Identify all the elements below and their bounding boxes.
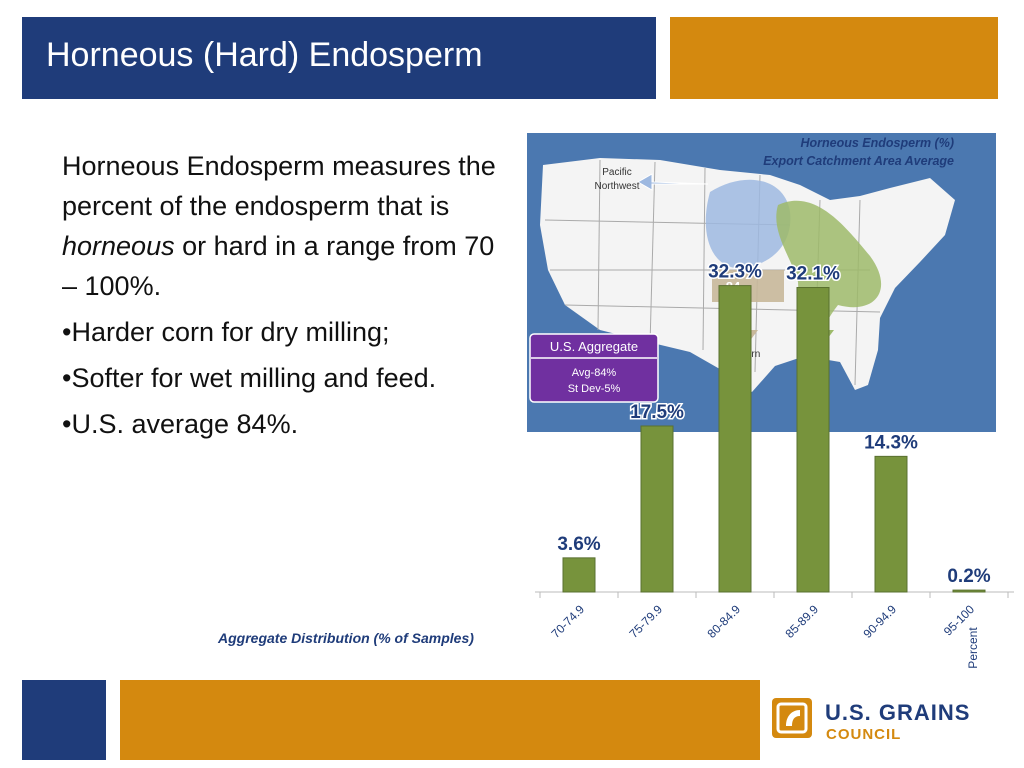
intro-italic: horneous xyxy=(62,231,175,261)
bar-95-100 xyxy=(952,589,986,593)
grains-council-logo-icon xyxy=(772,698,812,738)
bar-80-84.9 xyxy=(718,285,752,593)
slide-title: Horneous (Hard) Endosperm xyxy=(46,36,483,74)
intro-text-2: or hard in a range from 70 – 100%. xyxy=(62,231,495,301)
intro-text-1: Horneous Endosperm measures the percent … xyxy=(62,151,496,221)
aggregate-stdev: St Dev-5% xyxy=(568,383,621,395)
logo-mark-icon xyxy=(776,702,808,734)
bar-75-79.9 xyxy=(640,425,674,593)
map-title-line1: Horneous Endosperm (%) xyxy=(801,136,955,150)
x-axis-title: Percent xyxy=(966,627,980,669)
bullet-item: •Harder corn for dry milling; xyxy=(62,317,390,347)
footer-orange-block xyxy=(120,680,760,760)
title-accent-bar xyxy=(670,17,998,99)
x-tick-label-75-79.9: 75-79.9 xyxy=(626,602,665,641)
data-label-80-84.9: 32.3% xyxy=(708,262,762,283)
logo-name: U.S. GRAINS xyxy=(825,700,971,725)
distribution-caption: Aggregate Distribution (% of Samples) xyxy=(218,630,474,646)
bar-70-74.9 xyxy=(562,557,596,593)
aggregate-avg: Avg-84% xyxy=(572,367,617,379)
data-label-90-94.9: 14.3% xyxy=(864,432,918,453)
x-tick-label-80-84.9: 80-84.9 xyxy=(704,602,743,641)
logo-subtitle: COUNCIL xyxy=(826,726,902,743)
footer-blue-block xyxy=(22,680,106,760)
data-label-75-79.9: 17.5% xyxy=(630,402,684,423)
data-label-95-100: 0.2% xyxy=(947,566,990,587)
x-tick-label-85-89.9: 85-89.9 xyxy=(782,602,821,641)
aggregate-box-background xyxy=(529,333,659,403)
map-label-pacific: Pacific xyxy=(602,167,631,178)
title-bar xyxy=(22,17,656,99)
data-label-70-74.9: 3.6% xyxy=(557,534,600,555)
map-title-line2: Export Catchment Area Average xyxy=(763,154,954,168)
body-text: Horneous Endosperm measures the percent … xyxy=(62,146,502,450)
bullet-item: •Softer for wet milling and feed. xyxy=(62,363,437,393)
aggregate-box: U.S. Aggregate Avg-84% St Dev-5% xyxy=(529,333,659,403)
bullet-item: •U.S. average 84%. xyxy=(62,409,299,439)
x-tick-label-90-94.9: 90-94.9 xyxy=(860,602,899,641)
bar-85-89.9 xyxy=(796,287,830,593)
aggregate-box-heading: U.S. Aggregate xyxy=(550,339,638,354)
x-tick-label-70-74.9: 70-74.9 xyxy=(548,602,587,641)
intro-paragraph: Horneous Endosperm measures the percent … xyxy=(62,146,502,306)
map-label-northwest: Northwest xyxy=(594,181,639,192)
blue-catchment-zone xyxy=(705,179,791,269)
arrow-to-northwest xyxy=(636,173,709,191)
data-label-85-89.9: 32.1% xyxy=(786,264,840,285)
bar-90-94.9 xyxy=(874,455,908,593)
